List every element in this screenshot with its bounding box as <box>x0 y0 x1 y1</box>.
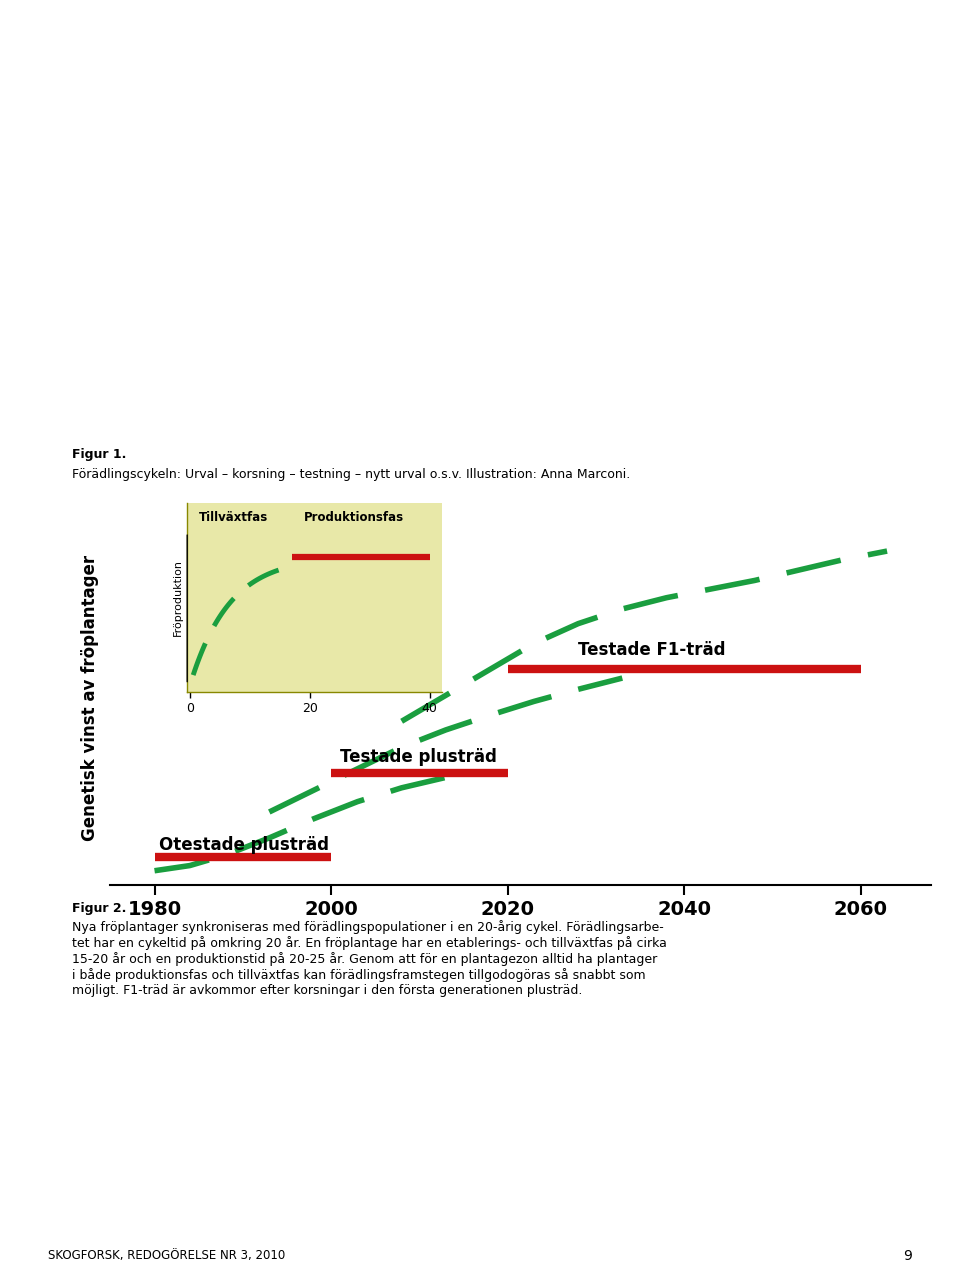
Text: Tillväxtfas: Tillväxtfas <box>199 511 269 524</box>
Text: SKOGFORSK, REDOGÖRELSE NR 3, 2010: SKOGFORSK, REDOGÖRELSE NR 3, 2010 <box>48 1249 285 1261</box>
Text: Figur 1.: Figur 1. <box>72 448 127 461</box>
Text: Figur 2.: Figur 2. <box>72 902 127 915</box>
Y-axis label: Genetisk vinst av fröplantager: Genetisk vinst av fröplantager <box>82 554 99 841</box>
Y-axis label: Fröproduktion: Fröproduktion <box>173 559 183 636</box>
Text: Testade F1-träd: Testade F1-träd <box>578 641 726 659</box>
Text: Testade plusträd: Testade plusträd <box>340 748 496 766</box>
Text: Nya fröplantager synkroniseras med förädlingspopulationer i en 20-årig cykel. Fö: Nya fröplantager synkroniseras med föräd… <box>72 920 667 998</box>
Text: Otestade plusträd: Otestade plusträd <box>159 836 329 854</box>
Text: 9: 9 <box>903 1249 912 1263</box>
Text: Produktionsfas: Produktionsfas <box>304 511 404 524</box>
Text: Förädlingscykeln: Urval – korsning – testning – nytt urval o.s.v. Illustration: : Förädlingscykeln: Urval – korsning – tes… <box>72 468 631 480</box>
